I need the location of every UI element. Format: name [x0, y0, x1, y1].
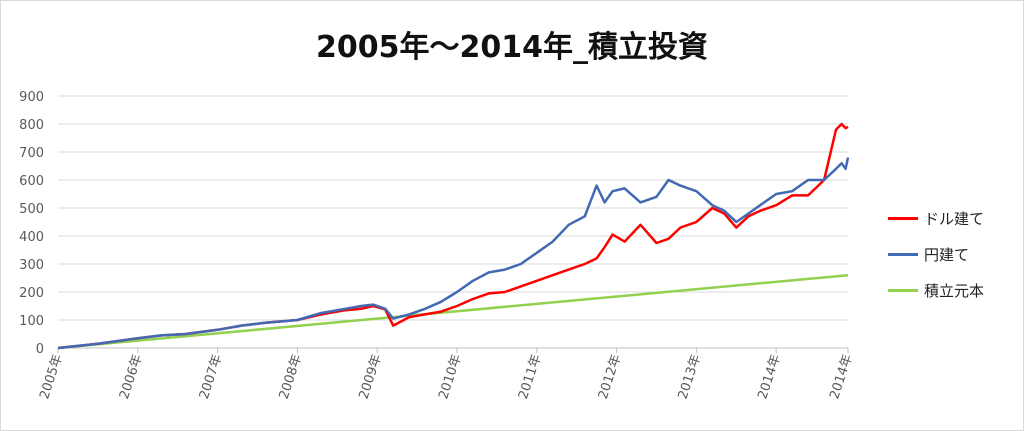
legend-label-yen: 円建て [924, 245, 970, 264]
x-tick-label: 2013年 [676, 353, 705, 401]
legend-item-principal: 積立元本 [888, 272, 984, 308]
legend-swatch-dollar [888, 216, 918, 220]
x-tick-label: 2009年 [356, 353, 385, 401]
x-tick-label: 2011年 [516, 353, 545, 401]
series-line-1 [57, 157, 850, 350]
chart-title: 2005年～2014年_積立投資 [316, 30, 708, 65]
y-tick-label: 100 [19, 314, 44, 329]
x-tick-labels: 2005年 2006年 2007年 2008年 2009年 2010年 2011年 2012年… [37, 353, 856, 401]
x-tick-label: 2005年 [37, 353, 66, 401]
x-tick-label: 2014年 [827, 353, 856, 401]
x-tick-label: 2014年 [755, 353, 784, 401]
x-tick-label: 2007年 [197, 353, 226, 401]
x-tick-label: 2010年 [436, 353, 465, 401]
gridlines [57, 95, 849, 353]
y-tick-label: 800 [19, 118, 44, 133]
legend-item-yen: 円建て [888, 236, 984, 272]
y-tick-label: 400 [19, 230, 44, 245]
y-tick-label: 700 [19, 146, 44, 161]
y-tick-label: 900 [19, 90, 44, 105]
y-tick-label: 600 [19, 174, 44, 189]
y-tick-label: 200 [19, 286, 44, 301]
series-lines [57, 122, 850, 350]
legend-item-dollar: ドル建て [888, 200, 984, 236]
legend: ドル建て 円建て 積立元本 [888, 200, 984, 308]
y-tick-labels: 0 100 200 300 400 500 600 700 800 900 [19, 90, 44, 357]
x-tick-label: 2008年 [277, 353, 306, 401]
legend-swatch-yen [888, 252, 918, 256]
legend-label-principal: 積立元本 [924, 281, 985, 300]
legend-label-dollar: ドル建て [924, 209, 985, 228]
x-tick-label: 2012年 [596, 353, 625, 401]
x-tick-label: 2006年 [117, 353, 146, 401]
series-line-2 [57, 273, 849, 350]
y-tick-label: 300 [19, 258, 44, 273]
legend-swatch-principal [888, 288, 918, 292]
y-tick-label: 0 [36, 342, 44, 357]
y-tick-label: 500 [19, 202, 44, 217]
